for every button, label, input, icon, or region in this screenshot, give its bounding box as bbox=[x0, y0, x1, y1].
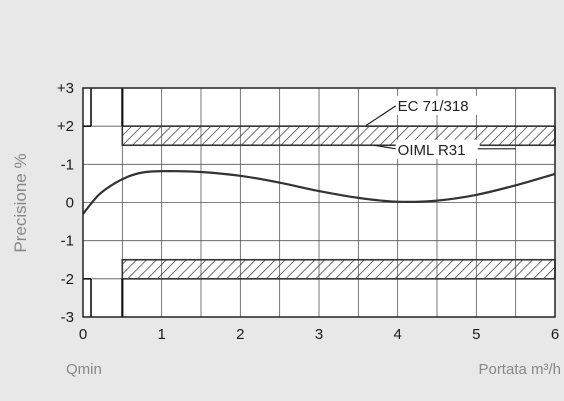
ec-71-318-label: EC 71/318 bbox=[398, 98, 469, 115]
ec-label-bg bbox=[395, 95, 488, 115]
x-tick-labels: 0 1 2 3 4 5 6 bbox=[79, 326, 559, 343]
x-tick-label: 1 bbox=[157, 326, 165, 343]
oiml-label-bg bbox=[395, 139, 480, 159]
accuracy-curve bbox=[82, 170, 556, 215]
y-tick-label: -1 bbox=[61, 233, 74, 250]
step-limits bbox=[83, 88, 124, 317]
y-axis-label: Precisione % bbox=[11, 153, 30, 252]
oiml-leader-line bbox=[373, 144, 396, 150]
x-tick-label: 2 bbox=[236, 326, 244, 343]
band-ec-71-318 bbox=[121, 125, 556, 147]
x-tick-label: 4 bbox=[393, 326, 401, 343]
y-tick-label: -2 bbox=[61, 271, 74, 288]
y-tick-label: +2 bbox=[57, 118, 74, 135]
x-tick-label: 5 bbox=[472, 326, 480, 343]
oiml-r31-label: OIML R31 bbox=[398, 142, 466, 159]
y-tick-label: +3 bbox=[57, 80, 74, 97]
x-tick-label: 6 bbox=[551, 326, 559, 343]
y-tick-label: 0 bbox=[66, 195, 74, 212]
x-axis-label: Portata m³/h bbox=[478, 361, 561, 378]
band-oiml-r31 bbox=[121, 258, 556, 280]
y-tick-labels: +3 +2 -1 0 -1 -2 -3 bbox=[57, 80, 74, 326]
y-tick-label: -1 bbox=[61, 156, 74, 173]
x-tick-label: 0 bbox=[79, 326, 87, 343]
min-flow-label: Qmin bbox=[66, 361, 102, 378]
y-tick-label: -3 bbox=[61, 309, 74, 326]
band-annotations: EC 71/318 OIML R31 bbox=[365, 95, 516, 159]
x-tick-label: 3 bbox=[315, 326, 323, 343]
plot-frame bbox=[82, 87, 556, 318]
ec-leader-line bbox=[365, 105, 396, 126]
